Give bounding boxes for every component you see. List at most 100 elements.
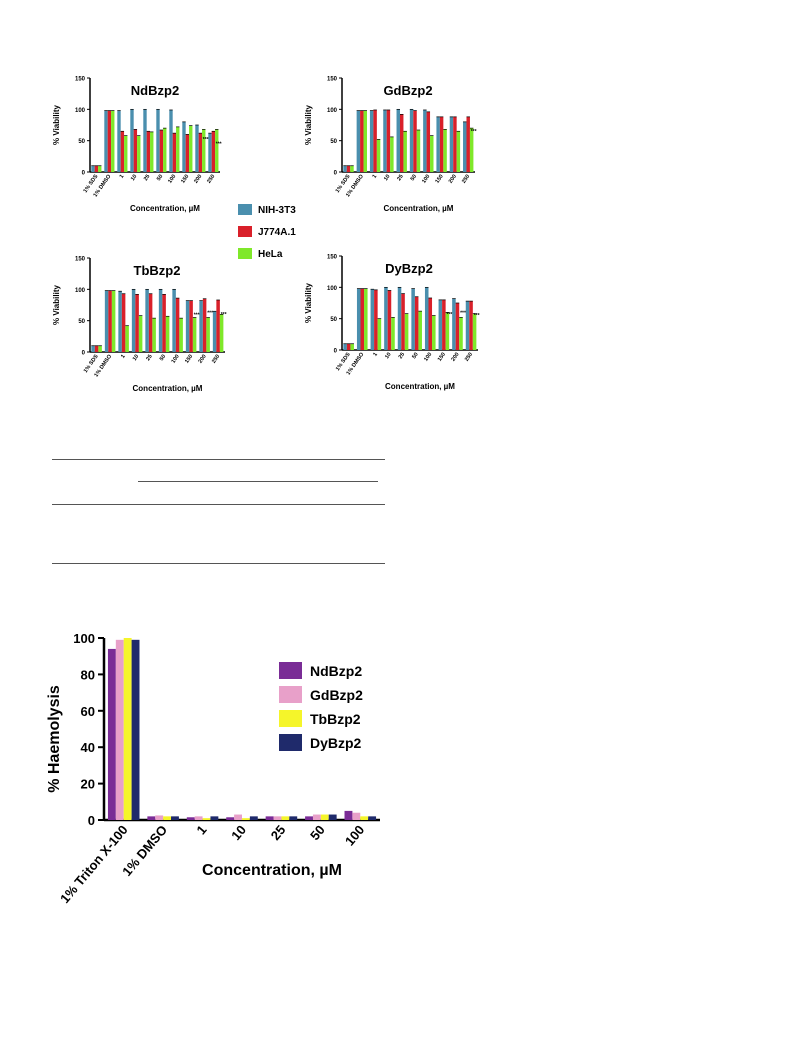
bar-nih-3t3-250 — [212, 311, 217, 352]
bar-hela-150 — [189, 125, 193, 172]
bar-j774a-1-100 — [428, 297, 433, 350]
bar-nih-3t3-1-dmso — [356, 110, 361, 172]
legend-swatch-gdbzp2 — [279, 686, 302, 703]
bar-hela-1-sds — [98, 165, 102, 172]
bar-j774a-1-1-dmso — [360, 110, 364, 172]
bar-hela-200 — [202, 129, 206, 172]
significance-mark: *** — [207, 311, 213, 317]
bar-nih-3t3-25 — [396, 109, 400, 172]
x-tick-label: 250 — [211, 354, 221, 365]
y-tick-label: 150 — [75, 77, 86, 83]
x-tick-label: 200 — [193, 174, 203, 185]
y-tick-label: 40 — [81, 740, 95, 755]
bar-j774a-1-200 — [198, 133, 203, 172]
x-tick-label: 50 — [159, 354, 167, 362]
bar-tbbzp2-10 — [242, 818, 250, 820]
y-tick-label: 100 — [73, 631, 95, 646]
bar-nih-3t3-100 — [172, 289, 176, 352]
bar-tbbzp2-25 — [281, 816, 290, 820]
bar-nih-3t3-10 — [131, 289, 136, 352]
bar-j774a-1-25 — [401, 293, 405, 350]
y-axis-label: % Viability — [304, 283, 313, 323]
bar-gdbzp2-25 — [273, 816, 282, 820]
bar-hela-25 — [404, 313, 409, 350]
bar-hela-10 — [391, 317, 395, 350]
x-tick-label: 1 — [119, 174, 126, 180]
x-tick-label: 25 — [145, 354, 153, 362]
y-axis-label: % Haemolysis — [46, 685, 63, 793]
legend-swatch-tbbzp2 — [279, 710, 302, 727]
bar-j774a-1-1 — [373, 109, 377, 172]
bar-nih-3t3-150 — [185, 300, 190, 352]
bar-j774a-1-50 — [159, 130, 164, 172]
table-rule-mid — [52, 504, 385, 505]
y-tick-label: 150 — [327, 77, 338, 83]
bar-j774a-1-1-sds — [94, 345, 99, 352]
bar-hela-1-dmso — [111, 290, 116, 352]
y-tick-label: 60 — [81, 704, 95, 719]
chart-title: NdBzp2 — [131, 83, 179, 98]
bar-j774a-1-1-dmso — [360, 288, 365, 350]
y-tick-label: 0 — [334, 171, 338, 177]
bar-nih-3t3-1 — [370, 289, 375, 350]
x-axis-label: Concentration, µM — [133, 384, 203, 393]
x-tick-label: 1 — [193, 822, 209, 837]
bar-ndbzp2-100 — [344, 810, 353, 820]
bar-j774a-1-1 — [374, 289, 378, 350]
bar-nih-3t3-50 — [156, 109, 160, 172]
table-rule-bottom — [52, 563, 385, 564]
y-tick-label: 100 — [75, 108, 86, 114]
bar-hela-100 — [432, 315, 436, 350]
legend-swatch-j774a-1 — [238, 226, 252, 237]
x-tick-label: 150 — [435, 174, 445, 185]
bar-dybzp2-1-dmso — [171, 816, 179, 820]
bar-nih-3t3-1 — [369, 110, 374, 172]
y-tick-label: 150 — [75, 257, 86, 263]
legend-label-gdbzp2: GdBzp2 — [310, 687, 363, 703]
bar-j774a-1-25 — [148, 293, 153, 352]
legend-label-ndbzp2: NdBzp2 — [310, 663, 362, 679]
x-tick-label: 150 — [180, 174, 190, 185]
bar-gdbzp2-1-dmso — [155, 815, 164, 820]
y-tick-label: 150 — [327, 255, 338, 261]
x-tick-label: 150 — [184, 354, 194, 365]
bar-ndbzp2-10 — [226, 817, 235, 820]
bar-j774a-1-1 — [121, 293, 126, 352]
bar-nih-3t3-1-sds — [91, 345, 95, 352]
bar-ndbzp2-25 — [265, 816, 274, 820]
bar-nih-3t3-200 — [452, 298, 456, 350]
x-tick-label: 1 — [120, 354, 127, 360]
bar-j774a-1-250 — [466, 116, 470, 172]
legend-label-hela: HeLa — [258, 249, 283, 260]
y-axis-label: % Viability — [52, 285, 61, 325]
x-tick-label: 10 — [132, 354, 140, 362]
legend-label-nih-3t3: NIH-3T3 — [258, 205, 296, 216]
bar-hela-50 — [416, 130, 421, 172]
bar-j774a-1-25 — [146, 131, 151, 172]
bar-j774a-1-250 — [469, 301, 473, 350]
haemolysis-legend: NdBzp2 GdBzp2 TbBzp2 DyBzp2 — [279, 662, 363, 751]
bar-j774a-1-10 — [386, 109, 391, 172]
bar-hela-1 — [376, 139, 381, 172]
legend-label-tbbzp2: TbBzp2 — [310, 711, 361, 727]
bar-nih-3t3-25 — [143, 109, 147, 172]
bar-dybzp2-1-triton-x-100 — [131, 639, 140, 820]
bar-j774a-1-200 — [455, 303, 460, 350]
legend-swatch-nih-3t3 — [238, 204, 252, 215]
significance-mark: *** — [221, 312, 227, 318]
bar-gdbzp2-100 — [352, 812, 361, 820]
bar-j774a-1-10 — [133, 129, 138, 172]
x-tick-label: 25 — [143, 174, 151, 182]
y-tick-label: 20 — [81, 777, 95, 792]
significance-mark: *** — [194, 313, 200, 319]
significance-mark: *** — [447, 312, 453, 318]
bar-j774a-1-1-dmso — [108, 290, 112, 352]
bar-nih-3t3-1-sds — [91, 165, 95, 172]
x-tick-label: 250 — [461, 174, 471, 185]
chart-title: TbBzp2 — [134, 263, 181, 278]
bar-nih-3t3-25 — [145, 289, 149, 352]
bar-hela-250 — [472, 313, 477, 350]
